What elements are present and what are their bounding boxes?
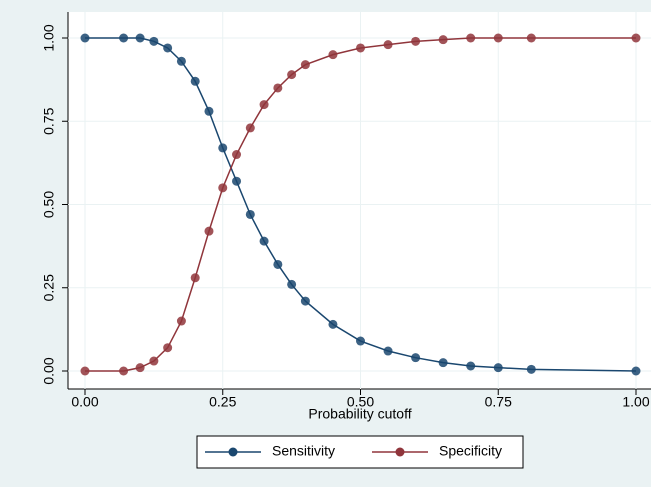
chart: Probability cutoff 0.000.250.500.751.000…	[0, 0, 651, 487]
data-point	[136, 34, 145, 43]
data-point	[527, 34, 536, 43]
legend-label: Specificity	[439, 443, 502, 459]
data-point	[466, 362, 475, 371]
data-point	[163, 343, 172, 352]
data-point	[411, 353, 420, 362]
data-point	[177, 317, 186, 326]
data-point	[466, 34, 475, 43]
data-point	[439, 358, 448, 367]
data-point	[119, 34, 128, 43]
legend-label: Sensitivity	[272, 443, 335, 459]
data-point	[273, 260, 282, 269]
data-point	[204, 107, 213, 116]
plot-area	[68, 12, 651, 389]
data-point	[232, 177, 241, 186]
data-point	[356, 43, 365, 52]
data-point	[232, 150, 241, 159]
data-point	[119, 367, 128, 376]
legend-marker	[229, 448, 238, 457]
data-point	[260, 100, 269, 109]
y-tick-label: 0.75	[41, 107, 57, 134]
data-point	[287, 70, 296, 79]
data-point	[632, 34, 641, 43]
data-point	[246, 123, 255, 132]
data-point	[411, 37, 420, 46]
data-point	[287, 280, 296, 289]
data-point	[301, 297, 310, 306]
data-point	[494, 363, 503, 372]
data-point	[384, 347, 393, 356]
x-tick-label: 1.00	[622, 394, 649, 410]
y-tick-label: 1.00	[41, 24, 57, 51]
data-point	[149, 357, 158, 366]
data-point	[81, 34, 90, 43]
data-point	[439, 35, 448, 44]
y-tick-label: 0.50	[41, 191, 57, 218]
data-point	[218, 143, 227, 152]
data-point	[356, 337, 365, 346]
data-point	[81, 367, 90, 376]
data-point	[204, 227, 213, 236]
data-point	[177, 57, 186, 66]
data-point	[191, 273, 200, 282]
data-point	[163, 43, 172, 52]
data-point	[632, 367, 641, 376]
data-point	[328, 50, 337, 59]
data-point	[218, 183, 227, 192]
data-point	[494, 34, 503, 43]
data-point	[260, 237, 269, 246]
data-point	[246, 210, 255, 219]
data-point	[149, 37, 158, 46]
data-point	[136, 363, 145, 372]
data-point	[384, 40, 393, 49]
page: {"chart_data": {"type": "line", "x_label…	[0, 0, 651, 487]
data-point	[191, 77, 200, 86]
legend-marker	[396, 448, 405, 457]
x-tick-label: 0.75	[485, 394, 512, 410]
x-tick-label: 0.50	[347, 394, 374, 410]
data-point	[527, 365, 536, 374]
x-tick-label: 0.00	[71, 394, 98, 410]
data-point	[273, 83, 282, 92]
y-tick-label: 0.00	[41, 357, 57, 384]
y-tick-label: 0.25	[41, 274, 57, 301]
data-point	[301, 60, 310, 69]
data-point	[328, 320, 337, 329]
x-tick-label: 0.25	[209, 394, 236, 410]
